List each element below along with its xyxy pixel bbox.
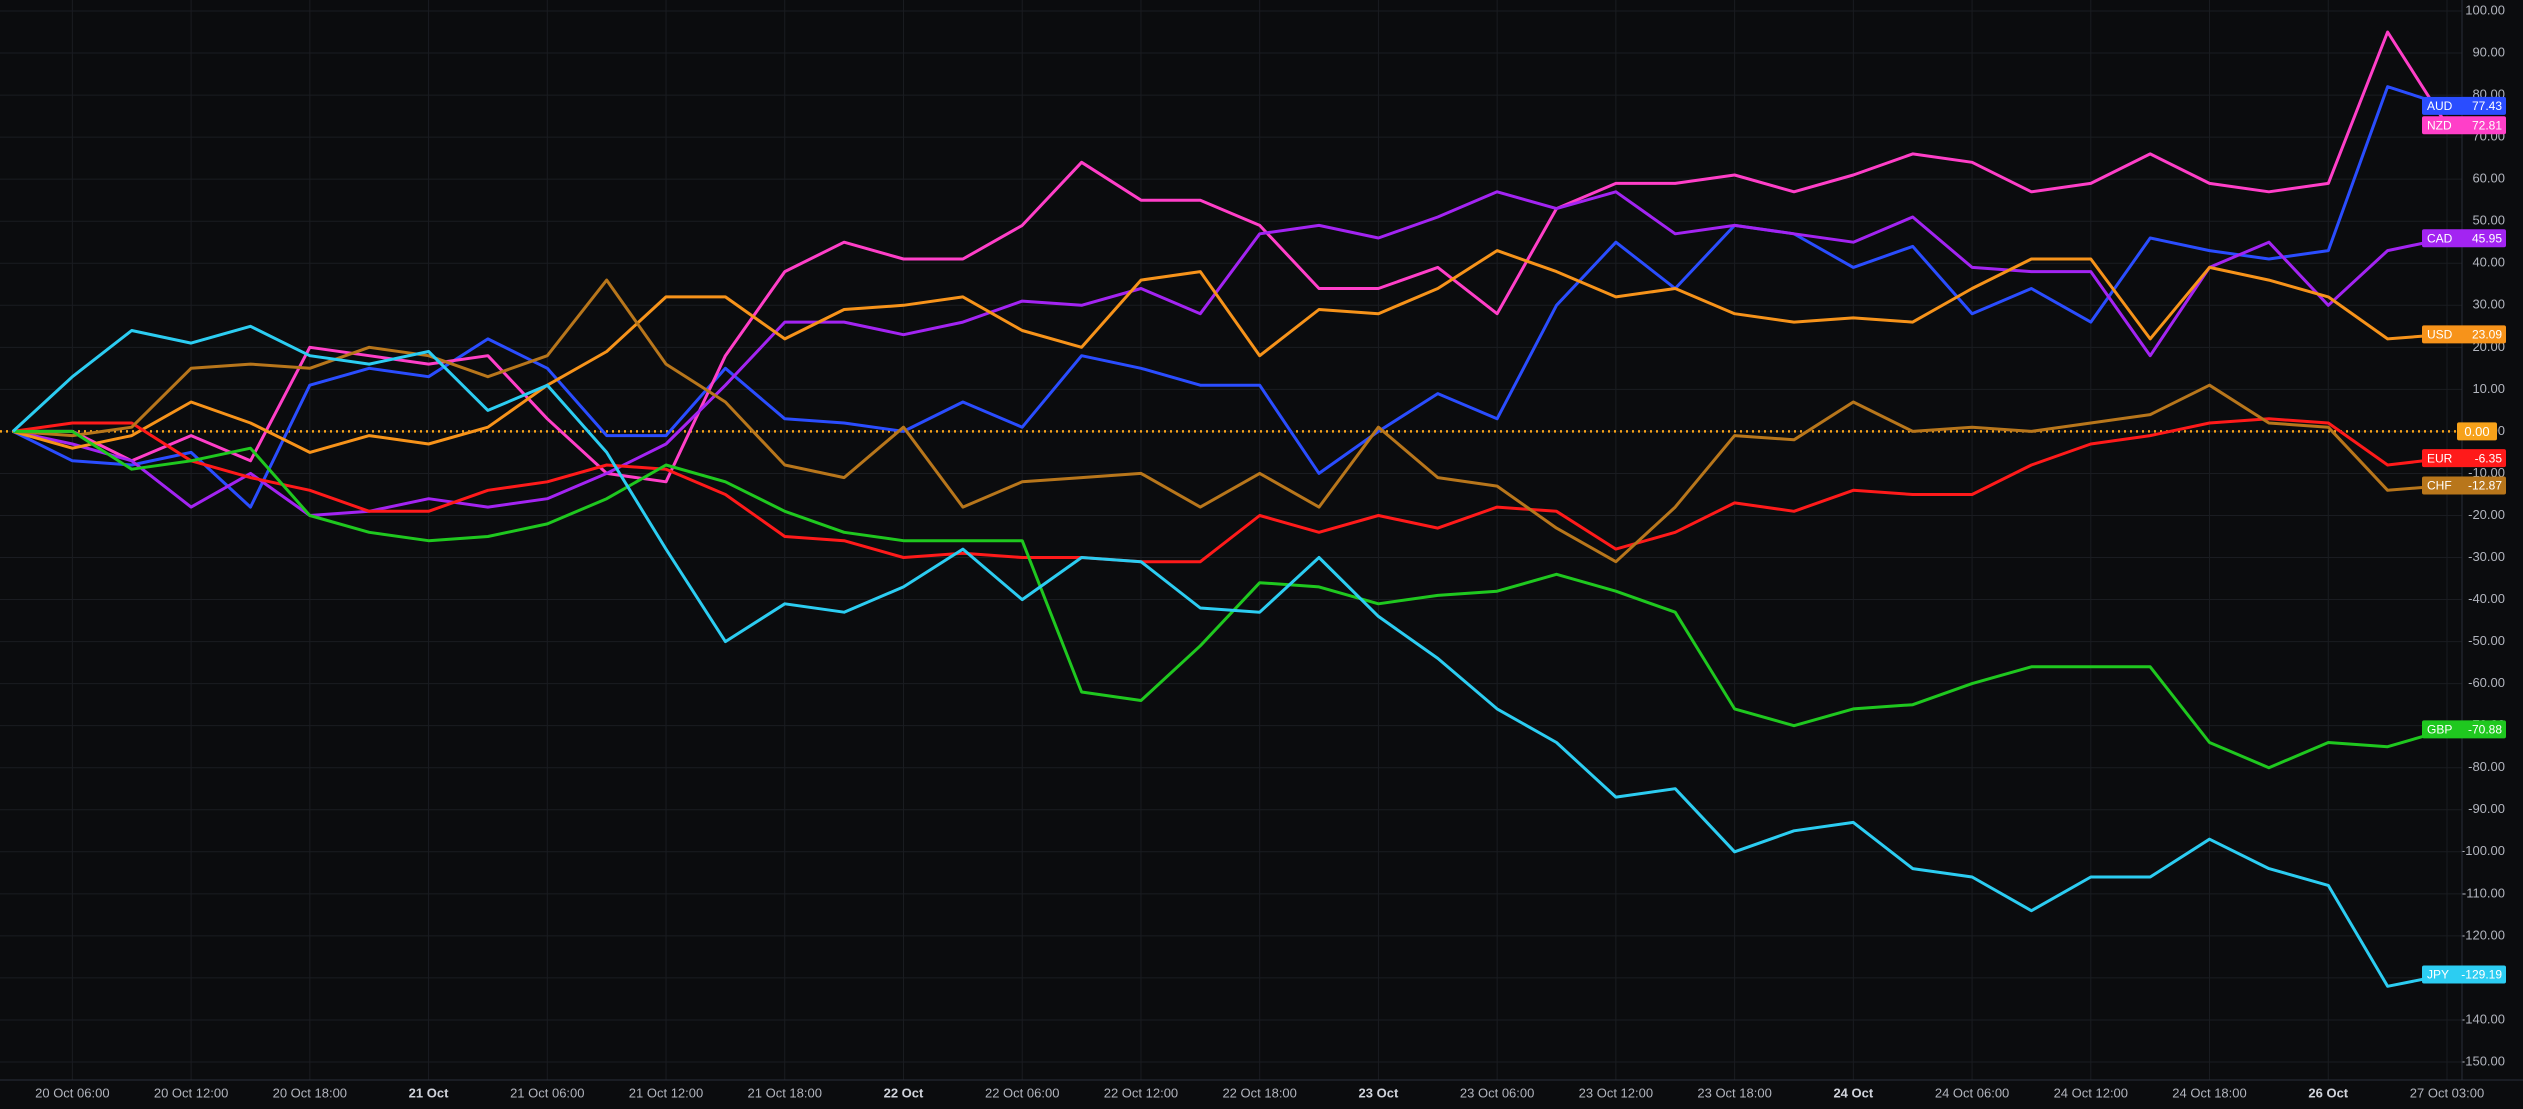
x-tick-label: 21 Oct bbox=[409, 1085, 449, 1100]
y-tick-label: 90.00 bbox=[2472, 44, 2505, 59]
tag-value: 45.95 bbox=[2472, 231, 2502, 245]
x-tick-label: 23 Oct bbox=[1359, 1085, 1399, 1100]
y-tick-label: -10.00 bbox=[2468, 465, 2505, 480]
x-tick-label: 24 Oct 06:00 bbox=[1935, 1085, 2009, 1100]
tag-value: 72.81 bbox=[2472, 118, 2502, 132]
x-tick-label: 20 Oct 18:00 bbox=[273, 1085, 347, 1100]
last-value-tag: CHF -12.87 bbox=[2422, 476, 2506, 495]
y-tick-label: -150.00 bbox=[2461, 1053, 2505, 1068]
last-value-tag: NZD 72.81 bbox=[2422, 116, 2506, 135]
tag-name: JPY bbox=[2427, 968, 2449, 982]
tag-name: CHF bbox=[2427, 479, 2452, 493]
x-tick-label: 22 Oct 06:00 bbox=[985, 1085, 1059, 1100]
tag-name: CAD bbox=[2427, 231, 2453, 245]
y-tick-label: 10.00 bbox=[2472, 381, 2505, 396]
series-line bbox=[12, 190, 2448, 517]
last-value-tag: GBP -70.88 bbox=[2422, 720, 2506, 739]
y-tick-label: -40.00 bbox=[2468, 591, 2505, 606]
last-value-tag: CAD 45.95 bbox=[2422, 229, 2506, 248]
x-tick-label: 22 Oct 18:00 bbox=[1222, 1085, 1296, 1100]
series-line bbox=[13, 429, 2448, 770]
x-tick-label: 24 Oct bbox=[1833, 1085, 1873, 1100]
last-value-tag: JPY -129.19 bbox=[2422, 965, 2506, 984]
x-tick-label: 21 Oct 18:00 bbox=[748, 1085, 822, 1100]
y-tick-label: 30.00 bbox=[2472, 297, 2505, 312]
x-tick-label: 21 Oct 12:00 bbox=[629, 1085, 703, 1100]
tag-name: AUD bbox=[2427, 99, 2453, 113]
x-tick-label: 26 Oct bbox=[2308, 1085, 2348, 1100]
tag-value: -12.87 bbox=[2468, 479, 2502, 493]
tag-value: 23.09 bbox=[2472, 328, 2502, 342]
x-tick-label: 23 Oct 18:00 bbox=[1697, 1085, 1771, 1100]
x-tick-label: 23 Oct 12:00 bbox=[1579, 1085, 1653, 1100]
tag-name: USD bbox=[2427, 328, 2453, 342]
y-tick-label: 40.00 bbox=[2472, 255, 2505, 270]
tag-value: -129.19 bbox=[2461, 968, 2502, 982]
zero-label: 0.00 bbox=[2464, 424, 2489, 439]
y-tick-label: -50.00 bbox=[2468, 633, 2505, 648]
tag-box bbox=[2422, 96, 2506, 115]
tag-box bbox=[2422, 720, 2506, 739]
series-line bbox=[13, 30, 2449, 484]
y-tick-label: -100.00 bbox=[2461, 843, 2505, 858]
x-tick-label: 21 Oct 06:00 bbox=[510, 1085, 584, 1100]
last-value-tag: EUR -6.35 bbox=[2422, 449, 2506, 468]
tag-value: -6.35 bbox=[2475, 451, 2503, 465]
series-line bbox=[12, 249, 2448, 454]
x-tick-label: 22 Oct 12:00 bbox=[1104, 1085, 1178, 1100]
y-tick-label: 100.00 bbox=[2465, 2, 2505, 17]
tag-value: 77.43 bbox=[2472, 99, 2502, 113]
x-tick-label: 20 Oct 12:00 bbox=[154, 1085, 228, 1100]
y-tick-label: 50.00 bbox=[2472, 213, 2505, 228]
tag-box bbox=[2422, 116, 2506, 135]
tag-box bbox=[2422, 449, 2506, 468]
series-line bbox=[12, 85, 2448, 509]
y-tick-label: -30.00 bbox=[2468, 549, 2505, 564]
tag-name: NZD bbox=[2427, 118, 2452, 132]
y-tick-label: -60.00 bbox=[2468, 675, 2505, 690]
last-value-tag: AUD 77.43 bbox=[2422, 96, 2506, 115]
tag-name: GBP bbox=[2427, 723, 2452, 737]
tag-value: -70.88 bbox=[2468, 723, 2502, 737]
tag-box bbox=[2422, 965, 2506, 984]
tag-box bbox=[2422, 476, 2506, 495]
x-tick-label: 27 Oct 03:00 bbox=[2410, 1085, 2484, 1100]
y-tick-label: -110.00 bbox=[2462, 885, 2505, 900]
x-tick-label: 24 Oct 18:00 bbox=[2172, 1085, 2246, 1100]
tag-box bbox=[2422, 229, 2506, 248]
y-tick-label: 60.00 bbox=[2472, 171, 2505, 186]
x-tick-label: 22 Oct bbox=[884, 1085, 924, 1100]
y-tick-label: -20.00 bbox=[2468, 507, 2505, 522]
zero-label-box bbox=[2457, 422, 2497, 441]
series-line bbox=[12, 278, 2448, 564]
series-line bbox=[12, 417, 2448, 564]
y-tick-label: -140.00 bbox=[2461, 1011, 2505, 1026]
x-tick-label: 24 Oct 12:00 bbox=[2054, 1085, 2128, 1100]
tag-box bbox=[2422, 325, 2506, 344]
x-tick-label: 20 Oct 06:00 bbox=[35, 1085, 109, 1100]
y-tick-label: -120.00 bbox=[2461, 927, 2505, 942]
series-line bbox=[11, 324, 2448, 988]
tag-name: EUR bbox=[2427, 451, 2453, 465]
last-value-tag: USD 23.09 bbox=[2422, 325, 2506, 344]
y-tick-label: -80.00 bbox=[2468, 759, 2505, 774]
x-tick-label: 23 Oct 06:00 bbox=[1460, 1085, 1534, 1100]
y-tick-label: -90.00 bbox=[2468, 801, 2505, 816]
